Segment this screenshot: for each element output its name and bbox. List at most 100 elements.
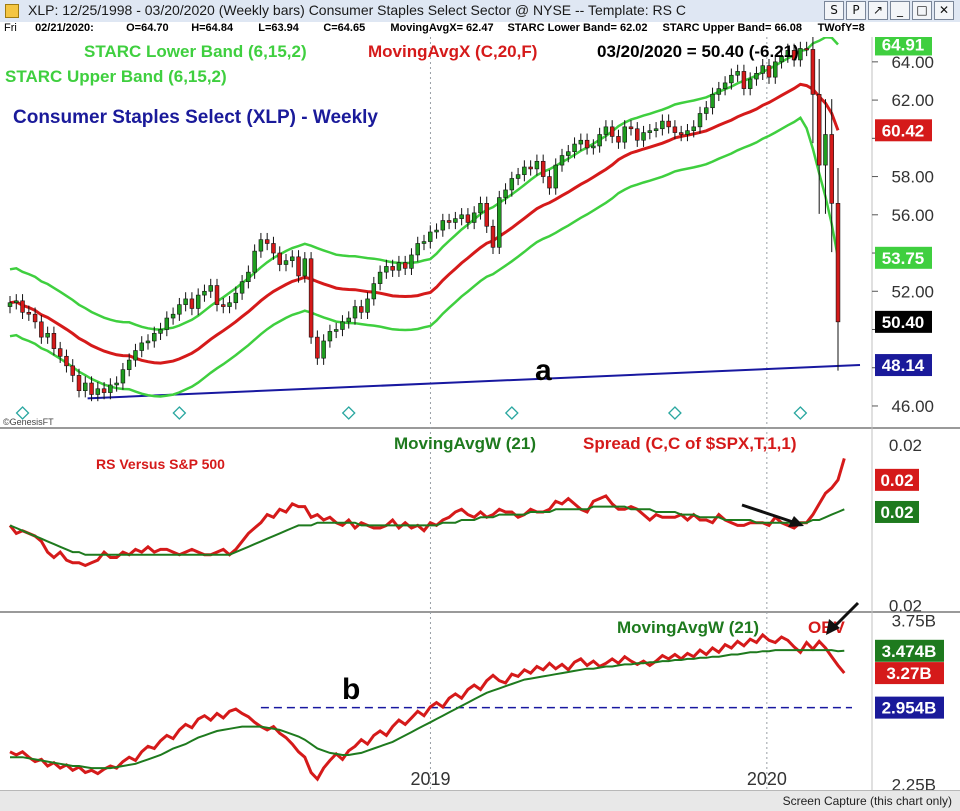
- candle: [70, 365, 75, 376]
- obv-tick-label: 2.25B: [892, 776, 936, 790]
- candle: [152, 333, 157, 342]
- rs-spread-line: [8, 457, 846, 568]
- candle: [158, 329, 163, 334]
- candle: [83, 382, 88, 391]
- candle: [227, 302, 232, 307]
- candle: [691, 126, 696, 131]
- candle: [145, 340, 151, 344]
- candle: [434, 229, 439, 233]
- candle: [421, 241, 427, 244]
- candle: [697, 113, 703, 128]
- candle: [747, 78, 753, 89]
- price-value-label: 50.40: [882, 313, 925, 332]
- obv-value-badge: [875, 696, 944, 719]
- popout-icon[interactable]: ↗: [868, 1, 888, 20]
- candle: [26, 311, 32, 315]
- candle: [609, 126, 615, 137]
- y-tick-label: 46.00: [891, 397, 934, 416]
- candle: [522, 166, 527, 175]
- candle: [139, 342, 144, 351]
- candle: [603, 126, 609, 135]
- legend-starc-upper: STARC Upper Band (6,15,2): [5, 67, 227, 86]
- app-icon: [5, 4, 19, 18]
- starc-lower-band: [9, 116, 840, 398]
- legend-starc-lower: STARC Lower Band (6,15,2): [84, 42, 307, 61]
- annotation-a: a: [535, 354, 552, 387]
- candle: [722, 82, 728, 89]
- obv-line: [9, 632, 846, 782]
- candle: [32, 313, 38, 323]
- candle: [773, 61, 778, 78]
- candle: [195, 294, 201, 309]
- candle: [258, 239, 264, 252]
- candle: [459, 214, 464, 219]
- y-tick-label: 58.00: [891, 168, 934, 187]
- candle: [396, 262, 402, 271]
- candle: [402, 262, 408, 269]
- candle: [515, 174, 521, 179]
- y-tick-label: 62.00: [891, 91, 934, 110]
- candle: [428, 231, 433, 242]
- price-value-label: 53.75: [882, 249, 925, 268]
- legend-moving-avg: MovingAvgX (C,20,F): [368, 42, 537, 61]
- candle: [415, 243, 420, 256]
- candle: [779, 55, 784, 63]
- candle: [7, 302, 13, 307]
- s-button[interactable]: S: [824, 1, 844, 20]
- candle: [315, 336, 320, 359]
- candle: [170, 313, 176, 319]
- candle: [352, 306, 358, 319]
- p-button[interactable]: P: [846, 1, 866, 20]
- candle: [271, 243, 276, 254]
- candle: [528, 166, 533, 170]
- maximize-button[interactable]: □: [912, 1, 932, 20]
- candle: [471, 212, 477, 223]
- candle: [760, 65, 765, 74]
- candle: [553, 164, 558, 189]
- candle: [340, 321, 345, 330]
- candle: [678, 132, 684, 135]
- candle: [597, 134, 602, 147]
- obv-value-badge: [875, 639, 944, 662]
- candle: [798, 48, 803, 61]
- candle: [277, 252, 282, 265]
- candle: [578, 139, 584, 145]
- candle: [264, 239, 270, 244]
- candle: [835, 203, 841, 323]
- candle: [735, 71, 740, 76]
- candle: [51, 333, 57, 349]
- candle: [503, 189, 508, 198]
- minimize-button[interactable]: _: [890, 1, 910, 20]
- rs-tick-label: 0.02: [889, 597, 922, 616]
- rs-moving-average-line: [9, 505, 845, 556]
- candle: [540, 160, 546, 177]
- candle: [384, 266, 389, 273]
- genesis-watermark: ©GenesisFT: [3, 417, 54, 427]
- chart-area[interactable]: 2019 2020 46.00 52.00 56.00 58.00 62.00 64.0064…: [0, 37, 960, 790]
- candle: [189, 298, 195, 309]
- price-value-badge: [875, 310, 932, 333]
- candle: [346, 317, 351, 323]
- price-layer: [7, 37, 861, 420]
- candle: [465, 214, 471, 223]
- candle: [509, 178, 515, 191]
- candle: [76, 375, 82, 391]
- info-starc-lower: STARC Lower Band= 62.02: [507, 22, 648, 34]
- candle: [302, 258, 308, 277]
- obv-tick-label: 3.75B: [892, 612, 936, 631]
- candle: [829, 134, 834, 204]
- candle: [221, 304, 226, 307]
- candle: [584, 139, 590, 149]
- close-button[interactable]: ✕: [934, 1, 954, 20]
- dividend-marker-icon: [667, 406, 682, 420]
- candle: [810, 49, 816, 95]
- candle: [183, 298, 188, 305]
- candle: [133, 350, 138, 361]
- candle: [547, 176, 552, 189]
- candle: [534, 160, 540, 170]
- legend-last-close: 03/20/2020 = 50.40 (-6.21): [597, 42, 799, 61]
- dividend-marker-icon: [504, 406, 519, 420]
- obv-moving-average-line: [10, 649, 845, 770]
- candle: [754, 73, 759, 80]
- candle: [823, 134, 828, 166]
